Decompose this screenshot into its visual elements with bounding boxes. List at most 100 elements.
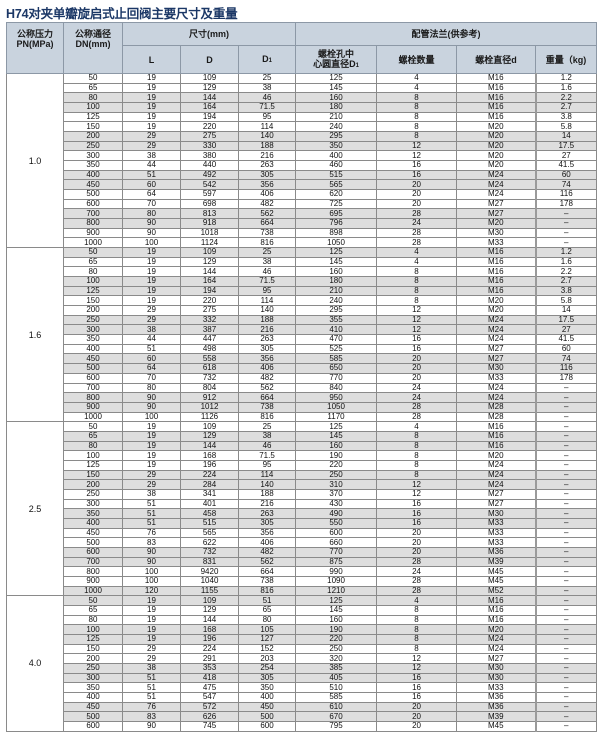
l-cell: 19	[122, 295, 181, 307]
d1-cell: 600	[237, 721, 297, 732]
weight-cell: 60	[534, 169, 598, 181]
d1-cell: 664	[237, 566, 297, 577]
l-cell: 100	[122, 237, 181, 249]
dn-cell: 65	[63, 430, 123, 442]
dn-cell: 350	[63, 508, 123, 519]
bolt-count-cell: 20	[376, 198, 458, 210]
l-cell: 19	[122, 247, 181, 258]
header-bolt-circle-line2: 心圆直径D	[313, 58, 356, 69]
bolt-count-cell: 12	[376, 479, 458, 490]
header-size-group: 尺寸(mm)	[121, 22, 297, 46]
table-row: 80 19 144 46 160 8 M16 2.2	[7, 92, 598, 103]
l-cell: 51	[122, 517, 181, 529]
bolt-count-cell: 16	[376, 160, 458, 171]
bolt-count-cell: 12	[376, 305, 458, 316]
dn-cell: 100	[63, 276, 123, 287]
d1-cell: 482	[237, 546, 297, 558]
bolt-circle-cell: 510	[295, 682, 378, 693]
bolt-count-cell: 28	[376, 575, 458, 587]
table-row: 350 44 440 263 460 16 M20 41.5	[7, 160, 598, 171]
bolt-diameter-cell: M28	[456, 401, 537, 413]
bolt-circle-cell: 190	[295, 450, 378, 461]
l-cell: 60	[122, 353, 181, 365]
bolt-count-cell: 24	[376, 566, 458, 577]
bolt-diameter-cell: M45	[456, 575, 537, 587]
bolt-count-cell: 8	[376, 440, 458, 452]
bolt-circle-cell: 145	[295, 256, 378, 268]
table-row: 80 19 144 80 160 8 M16–	[7, 614, 598, 626]
table-row: 600 70 698 482 725 20 M27 178	[7, 198, 598, 210]
weight-cell: 60	[534, 343, 598, 355]
l-cell: 38	[122, 663, 181, 674]
d1-cell: 816	[237, 411, 297, 423]
bolt-diameter-cell: M16	[456, 595, 537, 606]
table-row: 65 19 129 38 145 8 M16–	[7, 430, 598, 442]
table-row: 100 19 168 105 190 8 M20–	[7, 624, 598, 635]
weight-cell: –	[534, 575, 598, 587]
bolt-count-cell: 8	[376, 92, 458, 103]
dn-cell: 500	[63, 363, 123, 374]
l-cell: 19	[122, 121, 181, 133]
bolt-count-cell: 4	[376, 256, 458, 268]
dn-cell: 600	[63, 546, 123, 558]
dn-cell: 400	[63, 169, 123, 181]
d-cell: 275	[180, 305, 239, 316]
bolt-diameter-cell: M33	[456, 682, 537, 693]
header-L: L	[122, 45, 181, 74]
bolt-diameter-cell: M16	[456, 266, 537, 278]
d1-cell: 152	[237, 643, 297, 655]
page-title: H74对夹单瓣旋启式止回阀主要尺寸及重量	[6, 7, 238, 21]
weight-cell: –	[534, 546, 598, 558]
bolt-count-cell: 8	[376, 430, 458, 442]
dn-cell: 50	[63, 421, 123, 432]
d-cell: 380	[180, 150, 239, 162]
dn-cell: 250	[63, 663, 123, 674]
bolt-count-cell: 8	[376, 285, 458, 297]
table-row: 900 100 1040 738 1090 28 M45–	[7, 575, 598, 587]
dn-cell: 250	[63, 488, 123, 500]
dn-cell: 1000	[63, 585, 123, 597]
l-cell: 51	[122, 498, 181, 510]
table-row: 400 51 547 400 585 16 M36–	[7, 692, 598, 703]
d1-cell: 263	[237, 334, 297, 345]
dn-cell: 50	[63, 595, 123, 606]
d1-cell: 51	[237, 595, 297, 606]
bolt-count-cell: 16	[376, 672, 458, 684]
dn-cell: 125	[63, 111, 123, 123]
dn-cell: 600	[63, 372, 123, 384]
weight-cell: –	[534, 624, 598, 635]
dn-cell: 700	[63, 208, 123, 220]
d-cell: 224	[180, 643, 239, 655]
d-cell: 387	[180, 324, 239, 336]
dn-cell: 800	[63, 218, 123, 229]
weight-cell: –	[534, 537, 598, 548]
weight-cell: 178	[534, 372, 598, 384]
d-cell: 224	[180, 469, 239, 481]
bolt-count-cell: 4	[376, 247, 458, 258]
weight-cell: 116	[534, 363, 598, 374]
d1-cell: 664	[237, 392, 297, 403]
bolt-circle-cell: 585	[295, 353, 378, 365]
l-cell: 90	[122, 401, 181, 413]
table-row: 350 51 475 350 510 16 M33–	[7, 682, 598, 693]
weight-cell: –	[534, 218, 598, 229]
bolt-circle-cell: 796	[295, 218, 378, 229]
l-cell: 90	[122, 546, 181, 558]
bolt-circle-cell: 180	[295, 102, 378, 113]
bolt-circle-cell: 470	[295, 334, 378, 345]
bolt-circle-cell: 295	[295, 305, 378, 316]
d-cell: 109	[180, 595, 239, 606]
bolt-circle-cell: 125	[295, 421, 378, 432]
bolt-diameter-cell: M16	[456, 102, 537, 113]
weight-cell: –	[534, 508, 598, 519]
bolt-diameter-cell: M16	[456, 604, 537, 616]
table-row: 300 51 418 305 405 16 M30–	[7, 672, 598, 684]
bolt-diameter-cell: M24	[456, 633, 537, 645]
bolt-count-cell: 16	[376, 508, 458, 519]
d1-cell: 38	[237, 256, 297, 268]
dimensions-table: 公称压力 PN(MPa) 公称通径 DN(mm) 尺寸(mm) 配管法兰(供参考) …	[6, 22, 598, 732]
l-cell: 19	[122, 285, 181, 297]
l-cell: 19	[122, 82, 181, 94]
l-cell: 29	[122, 479, 181, 490]
bolt-count-cell: 28	[376, 585, 458, 597]
